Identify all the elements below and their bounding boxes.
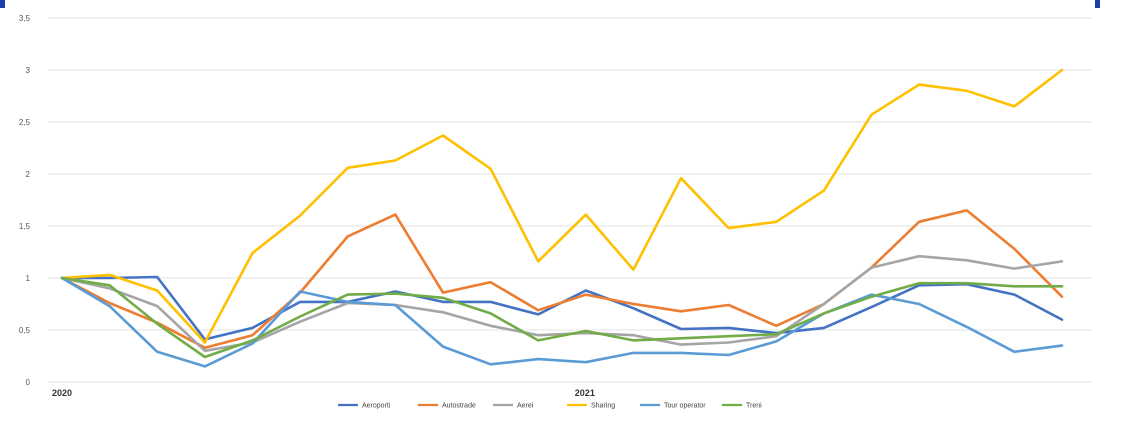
- y-tick-label: 1,5: [19, 222, 31, 231]
- series-line-aerei: [60, 254, 1064, 353]
- y-axis-ticks: 0 0,5 1 1,5 2 2,5 3 3,5: [19, 14, 31, 387]
- series-line-treni: [60, 276, 1064, 359]
- legend-label: Aeroporti: [362, 403, 391, 410]
- x-axis-ticks: 2020 2021: [52, 388, 595, 398]
- y-tick-label: 0: [26, 378, 31, 387]
- series-line-autostrade: [60, 209, 1064, 350]
- legend: Aeroporti Autostrade Aerei Sharing Tour oper…: [338, 403, 762, 410]
- legend-label: Aerei: [517, 403, 534, 410]
- legend-label: Autostrade: [442, 403, 476, 410]
- legend-label: Treni: [746, 403, 762, 410]
- right-corner-accent: [1095, 0, 1100, 8]
- y-tick-label: 2,5: [19, 118, 31, 127]
- series-lines: [60, 68, 1064, 368]
- left-corner-accent: [0, 0, 5, 8]
- series-line-tour-operator: [60, 276, 1064, 368]
- legend-label: Tour operator: [664, 403, 706, 410]
- grid-lines: [48, 17, 1092, 383]
- series-line-sharing: [60, 68, 1064, 344]
- y-tick-label: 3: [26, 66, 31, 75]
- y-tick-label: 3,5: [19, 14, 31, 23]
- y-tick-label: 1: [26, 274, 31, 283]
- x-tick-label: 2021: [575, 388, 595, 398]
- y-tick-label: 0,5: [19, 326, 31, 335]
- legend-label: Sharing: [591, 403, 615, 410]
- y-tick-label: 2: [26, 170, 31, 179]
- x-tick-label: 2020: [52, 388, 72, 398]
